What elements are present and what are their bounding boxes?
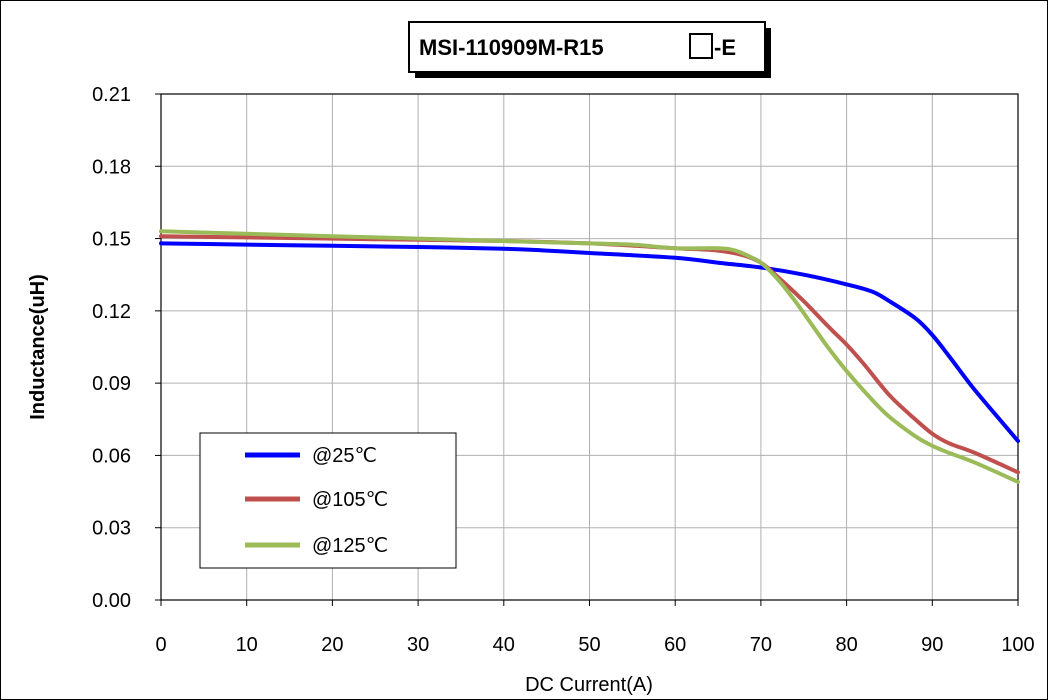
legend — [199, 432, 457, 569]
x-axis-ticks: 0 10 20 30 40 50 60 70 80 90 100 — [155, 600, 1035, 656]
x-tick-label: 90 — [921, 634, 943, 656]
y-tick-label: 0.03 — [92, 518, 131, 540]
legend-label: @125℃ — [312, 535, 388, 557]
y-tick-label: 0.12 — [92, 301, 131, 323]
y-tick-label: 0.15 — [92, 229, 131, 251]
chart-title-prefix: MSI-110909M-R15 — [419, 35, 604, 60]
x-tick-label: 60 — [664, 634, 686, 656]
title-placeholder-square-icon — [689, 33, 713, 59]
x-tick-label: 80 — [835, 634, 857, 656]
x-tick-label: 20 — [321, 634, 343, 656]
y-tick-label: 0.09 — [92, 373, 131, 395]
x-tick-label: 50 — [578, 634, 600, 656]
series-lines — [159, 229, 1020, 484]
y-axis-ticks: 0.00 0.03 0.06 0.09 0.12 0.15 0.18 0.21 — [92, 84, 161, 612]
x-tick-label: 100 — [1001, 634, 1034, 656]
legend-items: @25℃ @105℃ @125℃ — [245, 445, 388, 557]
series-line-0 — [159, 241, 1020, 443]
y-tick-label: 0.00 — [92, 590, 131, 612]
y-axis-title: Inductance(uH) — [27, 274, 49, 420]
legend-label: @105℃ — [312, 489, 388, 511]
legend-label: @25℃ — [312, 445, 377, 467]
y-tick-label: 0.18 — [92, 156, 131, 178]
y-tick-label: 0.21 — [92, 84, 131, 106]
y-tick-label: 0.06 — [92, 445, 131, 467]
x-tick-label: 10 — [236, 634, 258, 656]
x-tick-label: 30 — [407, 634, 429, 656]
x-axis-title: DC Current(A) — [525, 674, 653, 696]
chart-title-suffix: -E — [714, 35, 736, 60]
series-line-2 — [159, 229, 1020, 484]
x-tick-label: 0 — [155, 634, 166, 656]
x-tick-label: 40 — [493, 634, 515, 656]
x-tick-label: 70 — [750, 634, 772, 656]
